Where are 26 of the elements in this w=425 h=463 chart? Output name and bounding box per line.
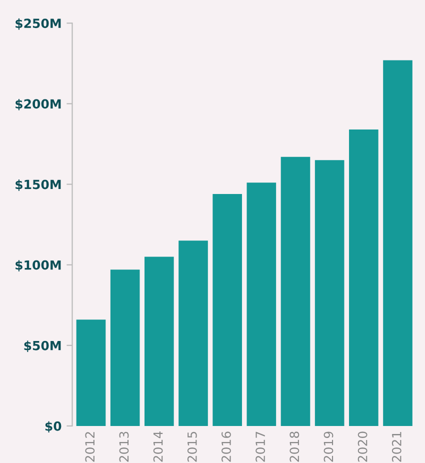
bar: [76, 320, 106, 426]
bar: [110, 270, 140, 426]
x-tick-label: 2016: [222, 432, 231, 462]
x-tick-label: 2014: [153, 432, 163, 462]
y-tick-label: $150M: [16, 180, 61, 191]
y-tick-label: $250M: [16, 18, 61, 30]
y-tick-label: $50M: [24, 340, 61, 352]
x-tick-label: 2017: [256, 432, 266, 462]
x-tick-label: 2019: [324, 432, 334, 462]
bar: [314, 160, 344, 426]
bar: [246, 182, 276, 426]
x-tick-label: 2020: [358, 432, 368, 462]
bar: [280, 156, 310, 426]
bar: [349, 129, 378, 426]
x-tick-label: 2021: [392, 432, 402, 462]
y-tick-label: $200M: [16, 98, 61, 110]
x-tick-label: 2015: [187, 432, 197, 462]
bar: [383, 60, 412, 426]
bar: [178, 240, 208, 426]
bar: [212, 194, 242, 426]
bar: [144, 256, 174, 426]
y-tick-label: $0: [45, 421, 62, 433]
y-tick-label: $100M: [16, 260, 61, 272]
x-tick-label: 2013: [119, 432, 129, 462]
x-tick-label: 2018: [290, 432, 300, 462]
x-tick-label: 2012: [85, 432, 95, 462]
